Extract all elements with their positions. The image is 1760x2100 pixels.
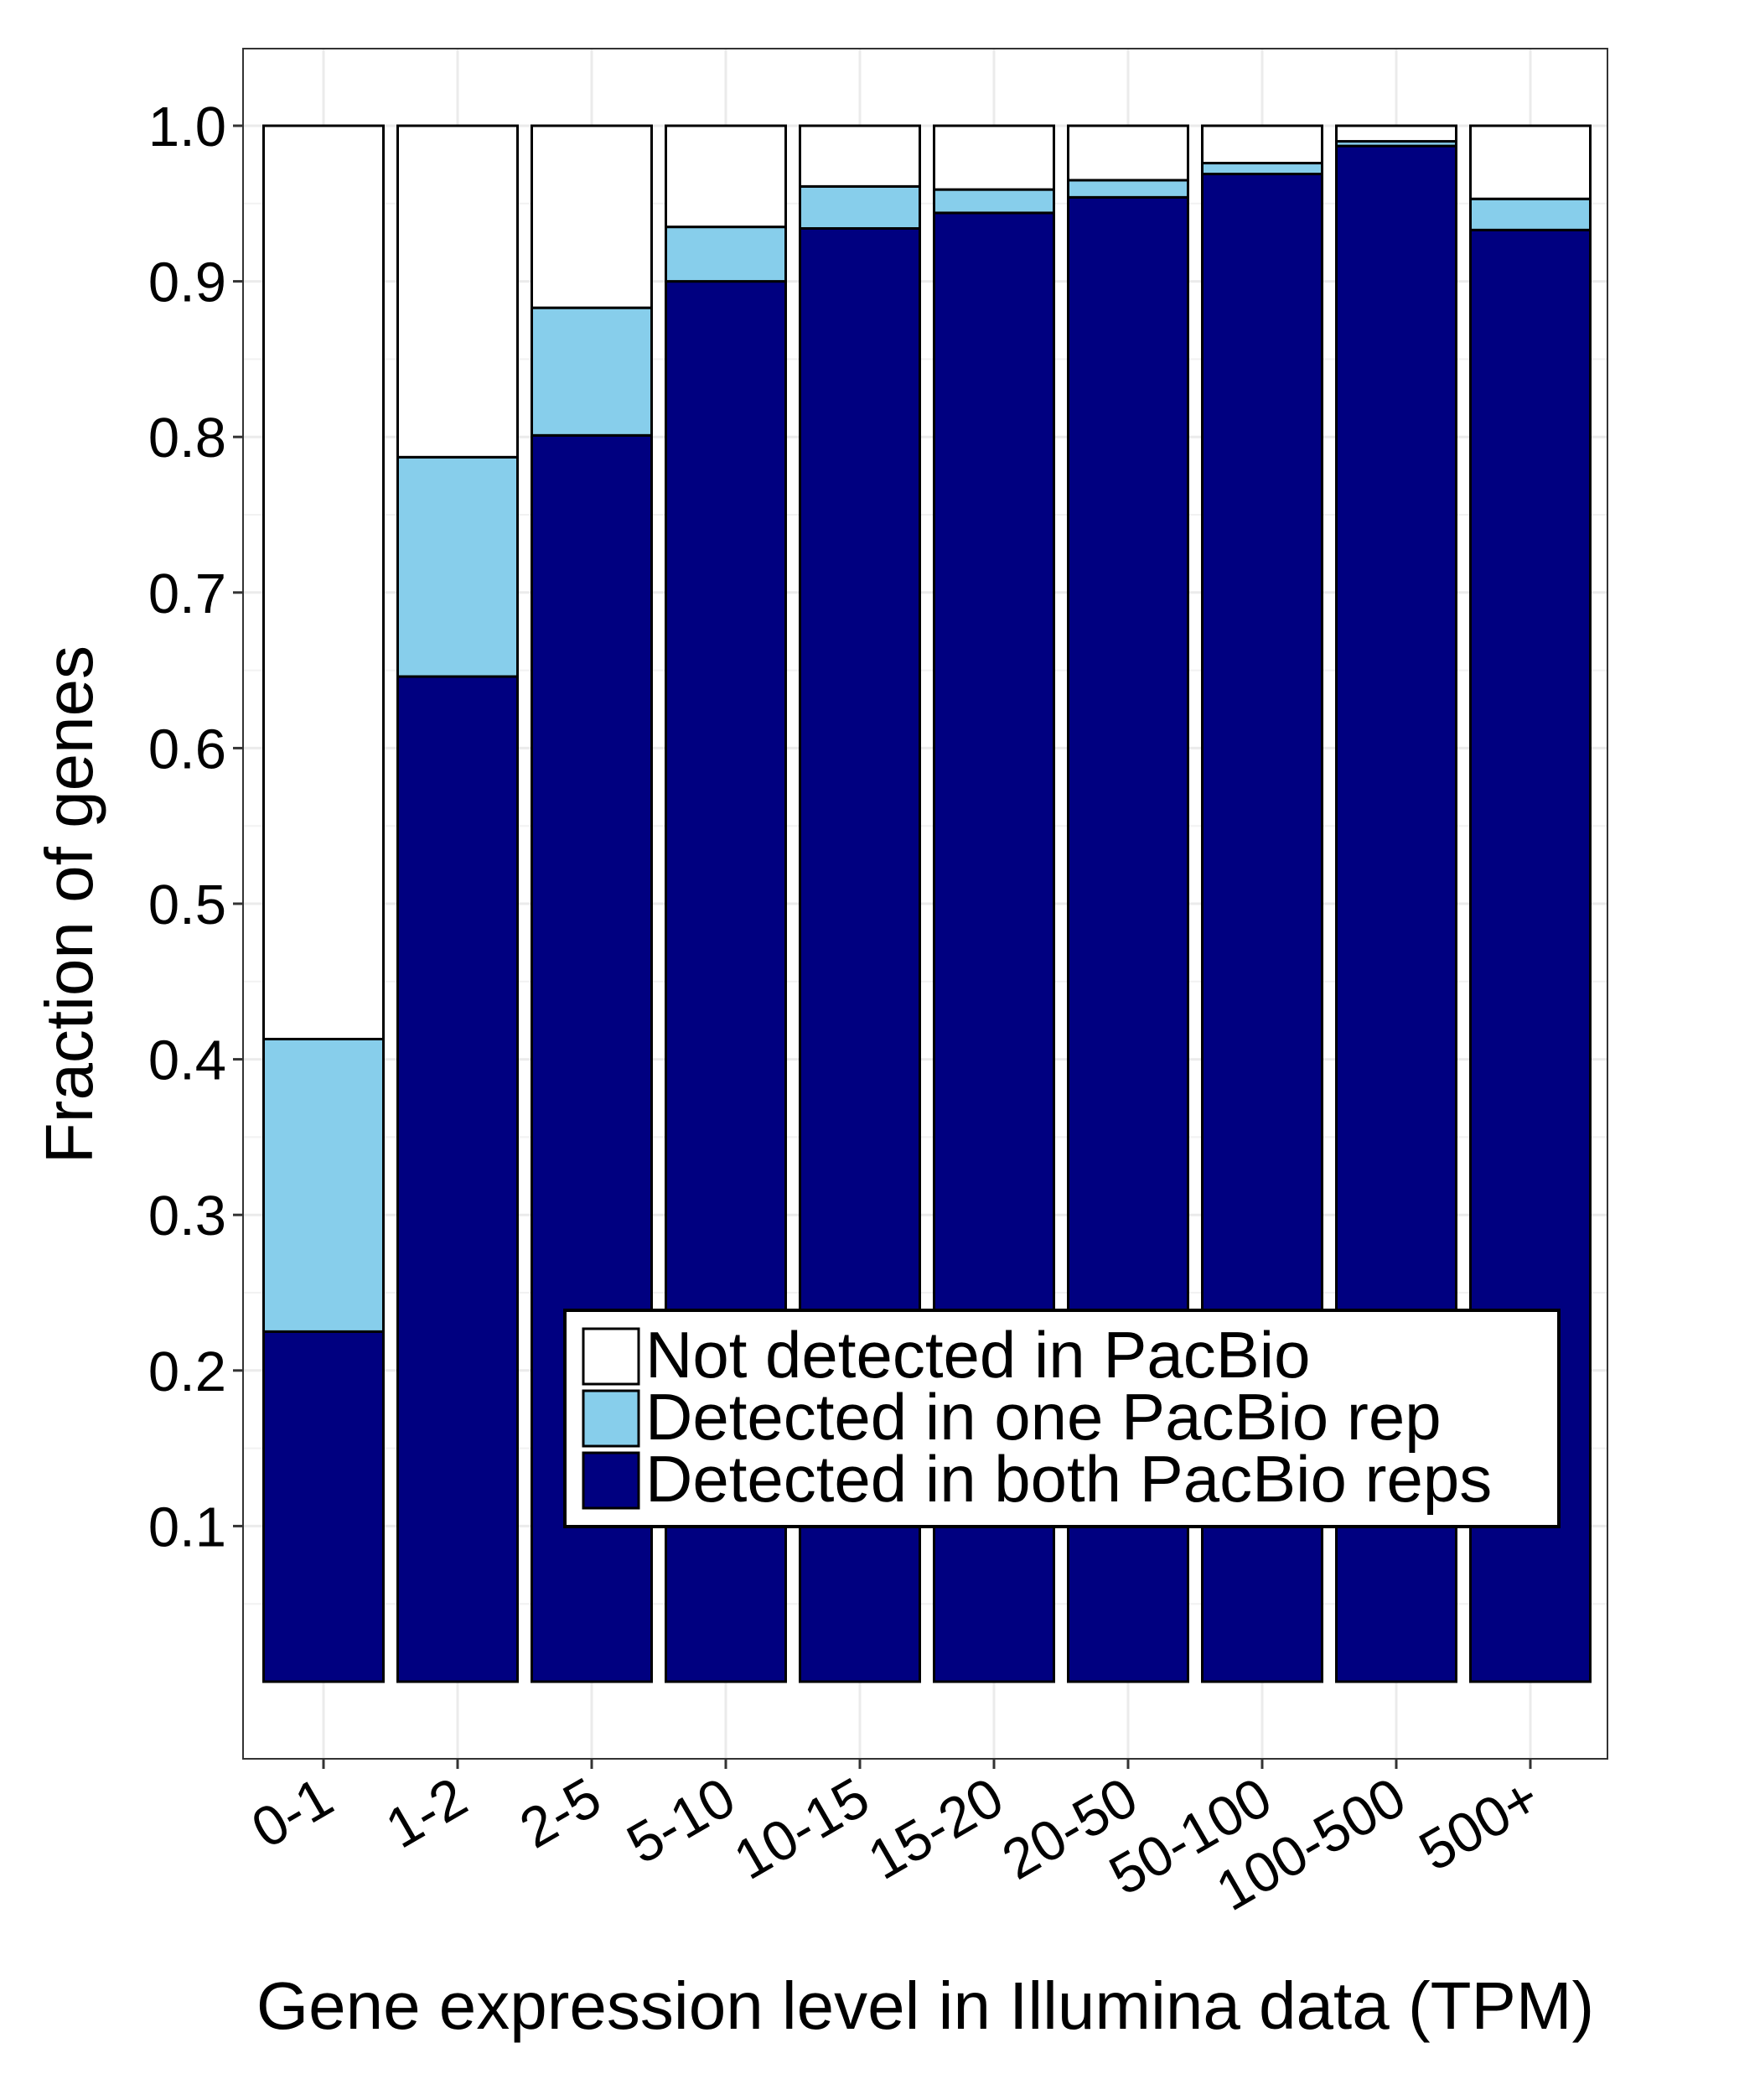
bar-segment — [1067, 179, 1189, 199]
x-tick-label: 0-1 — [241, 1766, 343, 1860]
y-tick-label: 0.8 — [148, 407, 226, 469]
bar-segment — [665, 124, 787, 229]
x-tick-label: 5-10 — [617, 1766, 746, 1876]
legend-key — [582, 1451, 640, 1510]
y-tick-label: 0.6 — [148, 718, 226, 780]
bar-segment — [262, 1037, 385, 1333]
legend-box — [563, 1309, 1561, 1528]
bar-segment — [531, 306, 653, 437]
bar-segment — [396, 124, 519, 459]
legend-key — [582, 1327, 640, 1386]
y-tick-label: 0.7 — [148, 563, 226, 625]
legend-key — [582, 1389, 640, 1448]
x-axis-title: Gene expression level in Illumina data (… — [256, 1968, 1594, 2043]
y-tick-label: 0.4 — [148, 1029, 226, 1092]
y-tick-label: 0.2 — [148, 1340, 226, 1403]
x-tick-label: 2-5 — [510, 1766, 611, 1860]
x-axis-ticks: 0-1 1-2 2-5 5-1010-1515-2020-5050-100100-50… — [241, 1759, 1550, 1923]
bar-segment — [665, 226, 787, 283]
y-tick-label: 0.3 — [148, 1185, 226, 1247]
x-tick-label: 1-2 — [375, 1766, 477, 1860]
bar-segment — [396, 675, 519, 1683]
bar-segment — [531, 124, 653, 309]
x-tick-label: 15-20 — [858, 1766, 1014, 1892]
bar-segment — [933, 188, 1055, 215]
y-axis-title: Fraction of genes — [32, 646, 106, 1164]
y-tick-label: 0.9 — [148, 251, 226, 314]
bar-segment — [262, 1330, 385, 1683]
x-tick-label: 10-15 — [724, 1766, 880, 1892]
legend-label: Not detected in PacBio — [645, 1318, 1310, 1392]
bar-segment — [799, 124, 921, 188]
bar-segment — [1335, 124, 1457, 143]
legend-label: Detected in both PacBio reps — [645, 1442, 1492, 1516]
legend-label: Detected in one PacBio rep — [645, 1380, 1442, 1454]
bar-segment — [1469, 124, 1592, 200]
y-tick-label: 0.5 — [148, 874, 226, 936]
y-axis-ticks: 0.1 0.2 0.3 0.4 0.5 0.6 0.7 0.8 0.9 1.0 — [148, 96, 243, 1558]
bar-segment — [1469, 197, 1592, 231]
bar-segment — [799, 184, 921, 230]
x-tick-label: 500+ — [1409, 1766, 1550, 1883]
bar-segment — [1201, 124, 1323, 165]
y-tick-label: 1.0 — [148, 96, 226, 158]
bar-segment — [262, 124, 385, 1040]
bar-segment — [396, 455, 519, 678]
bar-segment — [1201, 162, 1323, 176]
bar-segment — [1067, 124, 1189, 182]
bar-segment — [933, 124, 1055, 191]
y-tick-label: 0.1 — [148, 1496, 226, 1558]
